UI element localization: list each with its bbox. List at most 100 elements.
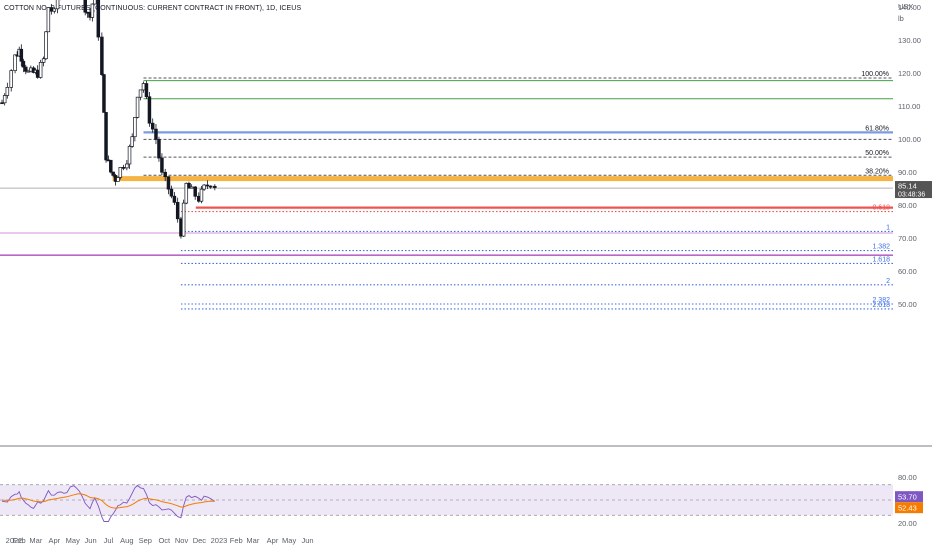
- candle-up: [44, 31, 48, 60]
- candle-down: [100, 36, 104, 75]
- price-tick-label: 60.00: [898, 267, 917, 276]
- price-tick-label: 100.00: [898, 135, 921, 144]
- rsi-line: [1, 484, 216, 522]
- fib-level-label: 50.00%: [865, 150, 889, 157]
- candle-down: [21, 60, 26, 68]
- fib-extension-label: 0.618: [872, 205, 890, 212]
- candle-down: [175, 202, 180, 220]
- candle-down: [35, 69, 40, 78]
- candle-down: [163, 171, 167, 178]
- candle-up: [189, 186, 194, 189]
- time-tick-label: Feb: [13, 536, 26, 545]
- candle-down: [160, 157, 164, 173]
- time-tick-label: Jul: [104, 536, 114, 545]
- rsi-tick-label: 20.00: [898, 519, 917, 528]
- price-tick-label: 80.00: [898, 201, 917, 210]
- fib-band-38: [112, 176, 893, 182]
- candle-down: [96, 0, 101, 38]
- rsi-ma-badge: [895, 502, 923, 514]
- candle-up: [127, 146, 132, 165]
- time-tick-label: 2022: [6, 536, 23, 545]
- candle-up: [133, 117, 137, 138]
- candle-down: [166, 176, 171, 190]
- candle-up: [52, 8, 57, 12]
- candle-down: [83, 0, 87, 13]
- time-tick-label: Nov: [175, 536, 189, 545]
- time-tick-label: Sep: [139, 536, 152, 545]
- time-tick-label: Mar: [29, 536, 42, 545]
- time-tick-label: 2023: [211, 536, 228, 545]
- currency-label: USX: [898, 2, 913, 11]
- candle-down: [172, 195, 177, 203]
- time-tick-label: Mar: [246, 536, 259, 545]
- candle-up: [202, 184, 206, 190]
- rsi-ma-value: 52.43: [898, 504, 917, 513]
- candle-up: [26, 70, 30, 73]
- time-tick-label: Jun: [85, 536, 97, 545]
- price-tick-label: 70.00: [898, 234, 917, 243]
- time-tick-label: Apr: [267, 536, 279, 545]
- candle-up: [199, 188, 204, 202]
- fib-level-label: 100.00%: [861, 71, 889, 78]
- bar-countdown: 03:48:36: [898, 192, 925, 199]
- time-tick-label: Apr: [48, 536, 60, 545]
- candle-down: [213, 185, 217, 188]
- rsi-tick-label: 80.00: [898, 473, 917, 482]
- candle-down: [193, 186, 197, 197]
- fib-level-label: 38.20%: [865, 168, 889, 175]
- candle-down: [121, 167, 126, 169]
- candle-up: [130, 136, 134, 147]
- fibonacci-levels: 100.00% 61.80% 50.00% 38.20% 0.618 1 1.382 1.61…: [0, 71, 893, 310]
- price-tick-label: 110.00: [898, 102, 920, 111]
- candle-up: [116, 177, 120, 182]
- price-tick-label: 90.00: [898, 168, 917, 177]
- time-tick-label: Oct: [158, 536, 171, 545]
- candle-down: [0, 102, 4, 105]
- candle-up: [181, 202, 186, 237]
- candle-up: [90, 3, 95, 18]
- candle-down: [150, 122, 155, 130]
- candle-up: [2, 95, 7, 104]
- price-tick-label: 140.00: [898, 3, 921, 12]
- candle-up: [118, 167, 123, 178]
- candle-up: [13, 54, 17, 71]
- candle-up: [46, 7, 51, 33]
- candle-down: [19, 48, 24, 62]
- time-tick-label: Aug: [120, 536, 133, 545]
- candle-down: [205, 184, 210, 187]
- rsi-ma-line: [1, 493, 215, 509]
- candle-up: [38, 61, 43, 78]
- candle-up: [5, 87, 10, 96]
- time-tick-label: Dec: [193, 536, 207, 545]
- time-tick-label: May: [66, 536, 80, 545]
- last-price-value: 85.14: [898, 182, 917, 191]
- candle-up: [184, 182, 189, 204]
- fib-level-label: 61.80%: [865, 125, 889, 132]
- candle-down: [49, 7, 54, 12]
- unit-label: lb: [898, 14, 904, 23]
- candle-down: [157, 139, 161, 159]
- time-tick-label: May: [282, 536, 296, 545]
- candle-up: [125, 163, 129, 169]
- candle-up: [92, 0, 97, 5]
- price-tick-label: 120.00: [898, 69, 921, 78]
- candle-down: [187, 182, 191, 189]
- last-price-badge: [895, 181, 932, 199]
- candle-down: [111, 171, 115, 176]
- candle-down: [102, 74, 106, 113]
- candle-up: [41, 58, 46, 63]
- price-tick-label: 50.00: [898, 300, 917, 309]
- rsi-value-badge: [895, 491, 923, 503]
- candle-down: [144, 83, 149, 98]
- fib-extension-label: 1: [886, 224, 890, 231]
- candle-up: [138, 89, 143, 98]
- candle-down: [24, 66, 28, 72]
- price-tick-label: 130.00: [898, 36, 921, 45]
- time-tick-label: Feb: [230, 536, 243, 545]
- candle-down: [147, 96, 152, 124]
- candle-down: [208, 185, 213, 188]
